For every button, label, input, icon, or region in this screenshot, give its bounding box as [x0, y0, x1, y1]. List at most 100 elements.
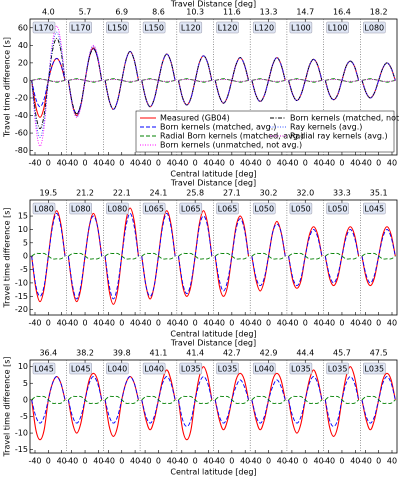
x-tick-label: 40 — [203, 319, 213, 328]
x-tick-label: 40 — [167, 457, 177, 466]
series-line — [214, 252, 249, 260]
y-tick-label: -60 — [15, 129, 28, 138]
x-tick-label: -40 — [322, 457, 335, 466]
x-tick-label: -40 — [249, 457, 262, 466]
x-tick-label: -40 — [322, 319, 335, 328]
y-tick-label: -20 — [15, 305, 28, 314]
series-line — [104, 395, 139, 404]
segment-label-box — [216, 21, 239, 34]
x-tick-label: 40 — [93, 159, 103, 168]
segment-label-box — [179, 362, 203, 375]
x-tick-label: -40 — [212, 159, 225, 168]
segment-label: L040 — [108, 365, 128, 374]
x-tick-label: -40 — [102, 159, 115, 168]
top-tick-label: 19.5 — [39, 189, 57, 198]
series-line — [361, 252, 396, 260]
x-tick-label: -40 — [212, 319, 225, 328]
top-tick-label: 39.8 — [113, 349, 131, 358]
segment-label: L065 — [144, 205, 164, 214]
legend-label: Radial Born kernels (matched, avg.) — [160, 132, 304, 141]
segment-label-box — [289, 362, 313, 375]
top-tick-label: 16.4 — [333, 8, 351, 17]
segment-label-box — [32, 21, 56, 34]
x-tick-label: -40 — [102, 457, 115, 466]
x-tick-label: 40 — [314, 159, 324, 168]
segment-label: L080 — [34, 205, 54, 214]
x-tick-label: 0 — [339, 159, 344, 168]
segment-label: L045 — [34, 365, 54, 374]
y-tick-label: -10 — [15, 278, 28, 287]
series-line — [178, 55, 213, 106]
y-tick-label: 40 — [18, 41, 28, 50]
segment-label-box — [216, 362, 239, 375]
series-line — [361, 395, 396, 404]
x-tick-label: -40 — [175, 319, 188, 328]
series-line — [361, 62, 396, 99]
segment-label: L170 — [71, 24, 91, 33]
y-tick-label: -80 — [15, 146, 28, 155]
segment-label: L080 — [108, 205, 128, 214]
series-line — [288, 58, 323, 102]
segment-label-box — [106, 202, 129, 215]
x-tick-label: 0 — [119, 159, 124, 168]
y-tick-label: 0 — [23, 252, 28, 261]
x-tick-label: 0 — [339, 319, 344, 328]
y-tick-label: 20 — [18, 58, 28, 67]
series-line — [361, 62, 396, 99]
series-line — [288, 79, 323, 82]
series-line — [31, 57, 66, 118]
series-line — [324, 395, 359, 404]
x-axis-title: Central latitude [deg] — [170, 330, 256, 339]
series-line — [178, 376, 213, 427]
top-tick-label: 35.1 — [370, 189, 388, 198]
y-axis-title: Travel time difference [s] — [3, 356, 12, 457]
x-tick-label: 40 — [203, 159, 213, 168]
segment-label-box — [252, 21, 276, 34]
segment-label-box — [326, 362, 349, 375]
x-tick-label: 0 — [83, 457, 88, 466]
segment-label-box — [32, 202, 56, 215]
top-axis-title: Travel Distance [deg] — [170, 179, 256, 188]
segment-label: L120 — [254, 24, 274, 33]
x-tick-label: 0 — [266, 319, 271, 328]
series-line — [214, 395, 249, 404]
series-line — [325, 252, 359, 260]
x-tick-label: -40 — [249, 159, 262, 168]
x-tick-label: -40 — [65, 457, 78, 466]
legend-label: Measured (GB04) — [160, 114, 230, 123]
top-tick-label: 45.7 — [333, 349, 351, 358]
series-line — [178, 395, 213, 404]
x-tick-label: 40 — [387, 159, 397, 168]
x-tick-label: -40 — [359, 319, 372, 328]
x-tick-label: 0 — [156, 457, 161, 466]
segment-label: L035 — [218, 365, 238, 374]
segment-label-box — [252, 202, 276, 215]
x-tick-label: 40 — [240, 319, 250, 328]
series-line — [104, 79, 139, 82]
segment-label: L170 — [34, 24, 54, 33]
series-line — [67, 45, 103, 117]
top-tick-label: 38.2 — [76, 349, 94, 358]
x-tick-label: 0 — [229, 159, 234, 168]
y-tick-label: -15 — [15, 445, 28, 454]
y-tick-label: 15 — [18, 212, 28, 221]
segment-label-box — [32, 362, 56, 375]
series-line — [67, 215, 103, 300]
x-tick-label: 40 — [130, 159, 140, 168]
segment-label: L120 — [181, 24, 201, 33]
segment-label-box — [289, 202, 313, 215]
x-axis-title: Central latitude [deg] — [170, 468, 256, 477]
y-axis-title: Travel time difference [s] — [3, 207, 12, 308]
x-axis-title: Central latitude [deg] — [170, 170, 256, 179]
x-tick-label: 40 — [57, 457, 67, 466]
y-axis-title: Travel time difference [s] — [3, 37, 12, 138]
series-line — [251, 379, 286, 424]
series-line — [104, 51, 139, 110]
segment-label: L040 — [254, 365, 274, 374]
segment-label: L065 — [218, 205, 238, 214]
series-line — [251, 57, 286, 102]
series-line — [215, 79, 249, 82]
segment-label: L035 — [181, 365, 201, 374]
series-line — [141, 395, 176, 404]
